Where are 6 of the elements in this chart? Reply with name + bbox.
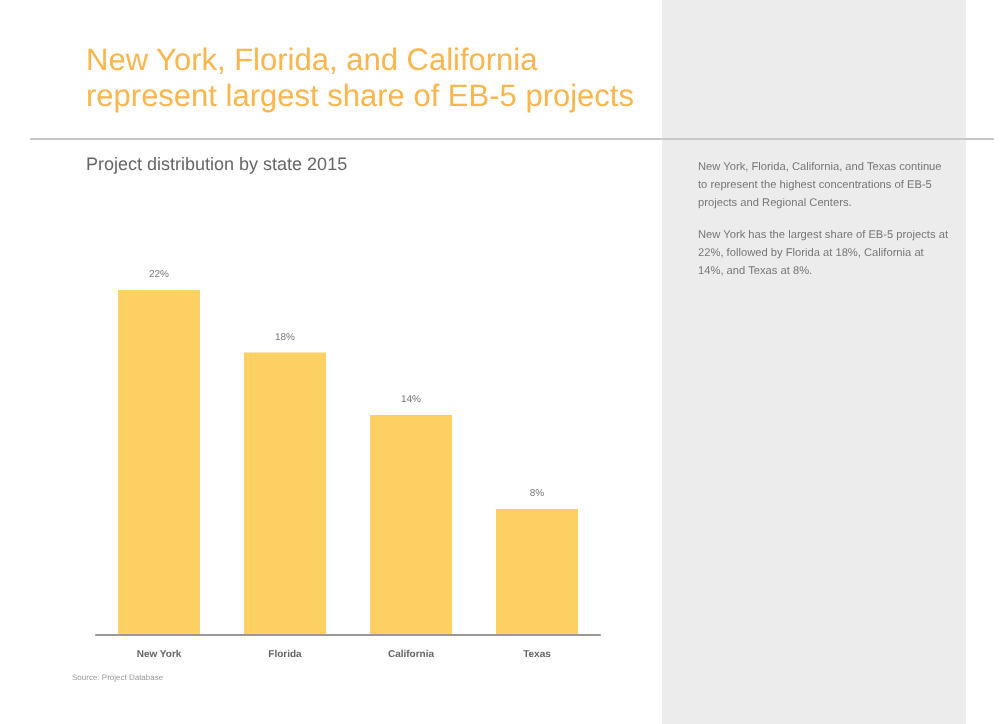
chart-subtitle: Project distribution by state 2015	[86, 154, 348, 174]
bar	[118, 290, 200, 634]
bar	[370, 415, 452, 634]
bar	[244, 352, 326, 634]
bar	[496, 508, 578, 634]
chart-title: New York, Florida, and California represent largest share of EB-5 projects	[86, 44, 636, 116]
